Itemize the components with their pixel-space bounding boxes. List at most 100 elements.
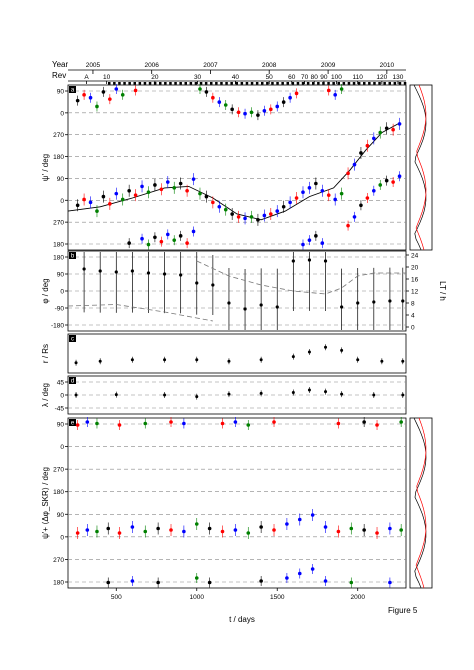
data-point <box>233 528 238 532</box>
psi-e-tick-label: 180 <box>53 489 64 496</box>
data-point <box>95 421 99 426</box>
data-point <box>249 215 254 219</box>
panel-tag-label: d <box>71 379 74 385</box>
data-point <box>163 393 167 397</box>
data-point <box>159 187 164 192</box>
rev-tick-label: 50 <box>266 74 274 81</box>
periapsis-marker <box>322 82 325 85</box>
data-point <box>127 188 131 193</box>
data-point <box>285 522 289 526</box>
data-point <box>384 178 389 183</box>
data-point <box>399 528 403 532</box>
data-point <box>378 130 383 135</box>
data-point <box>169 528 173 532</box>
data-point <box>143 421 148 426</box>
periapsis-marker <box>393 82 397 85</box>
psi-a-tick-label: 0 <box>60 110 64 117</box>
periapsis-marker <box>138 82 142 85</box>
psi-e-tick-label: 0 <box>60 534 64 541</box>
psi-e-tick-label: 180 <box>53 580 64 587</box>
data-point <box>120 197 125 202</box>
lt-tick-label: 4 <box>411 313 415 320</box>
data-point <box>314 181 318 186</box>
data-point <box>207 526 212 531</box>
data-point <box>153 235 157 240</box>
data-point <box>246 423 251 427</box>
data-point <box>217 100 222 104</box>
periapsis-marker <box>342 82 346 85</box>
periapsis-marker <box>368 82 371 85</box>
lt-tick-label: 24 <box>411 253 419 260</box>
lt-tick-label: 20 <box>411 265 419 272</box>
data-point <box>362 528 366 532</box>
lt-tick-label: 8 <box>411 301 415 308</box>
periapsis-marker <box>143 82 147 85</box>
panel-d-ylabel: λ / deg <box>41 383 50 407</box>
data-point <box>391 127 395 132</box>
data-point <box>85 528 90 532</box>
year-tick-label: 2006 <box>144 62 159 69</box>
data-point <box>130 579 135 583</box>
data-point <box>243 111 247 116</box>
data-point <box>227 359 231 363</box>
data-point <box>195 395 199 399</box>
data-point <box>74 393 78 397</box>
data-point <box>397 174 402 179</box>
data-point <box>372 393 376 397</box>
panel-e-ylabel: ψ'+ ⟨Δφ_SKR⟩ / deg <box>41 467 50 539</box>
data-point <box>346 171 350 176</box>
data-point <box>106 580 111 585</box>
data-point <box>179 273 183 277</box>
periapsis-marker <box>312 82 315 85</box>
data-point <box>301 242 305 247</box>
panel-e: 90 0 270 180 90 0 270 180 e ψ'+ ⟨Δφ_SKR⟩ / deg 500… <box>41 417 433 601</box>
data-point <box>291 355 295 359</box>
local-time-curve <box>196 260 406 295</box>
data-point <box>169 420 173 424</box>
panel-tag-label: c <box>71 337 74 343</box>
data-point <box>156 580 160 585</box>
periapsis-marker <box>174 82 177 85</box>
data-point <box>294 196 299 200</box>
data-point <box>401 359 405 363</box>
psi-e-tick-label: 270 <box>53 557 64 564</box>
psi-e-tick-label: 90 <box>57 422 65 429</box>
data-point <box>372 136 376 141</box>
data-point <box>324 390 328 394</box>
panel-e-frame <box>67 417 407 589</box>
periapsis-marker <box>347 82 351 85</box>
panel-tag-bg <box>69 335 76 342</box>
data-point <box>320 241 325 245</box>
periapsis-marker <box>189 82 193 85</box>
data-point <box>172 186 177 190</box>
data-point <box>159 239 164 244</box>
rev-tick-label: 70 <box>301 74 309 81</box>
data-point <box>259 579 263 583</box>
psi-e-tick-label: 0 <box>60 444 64 451</box>
data-point <box>233 420 238 424</box>
data-point <box>391 180 395 184</box>
data-point <box>146 190 151 195</box>
data-point <box>195 281 199 285</box>
periapsis-marker <box>245 82 249 85</box>
data-point <box>399 420 403 424</box>
data-point <box>88 95 93 100</box>
periapsis-marker <box>255 82 259 85</box>
data-point <box>194 522 199 526</box>
data-point <box>130 525 135 529</box>
phi-b-tick-label: 90 <box>57 272 65 279</box>
data-point <box>333 197 337 202</box>
data-point <box>269 107 273 112</box>
data-point <box>307 388 311 392</box>
rev-tick-label: 60 <box>288 74 296 81</box>
data-point <box>236 110 241 115</box>
panel-c: c r / Rs <box>41 333 407 374</box>
y-d-tick-label: -45 <box>55 406 65 413</box>
data-point <box>281 100 286 104</box>
rev-tick-label: 80 <box>311 74 319 81</box>
panel-tag-bg <box>69 377 76 384</box>
year-axis-label: Year <box>52 60 69 69</box>
data-point <box>401 299 405 303</box>
periapsis-marker <box>199 82 203 85</box>
rev-tick-label: 120 <box>376 74 387 81</box>
